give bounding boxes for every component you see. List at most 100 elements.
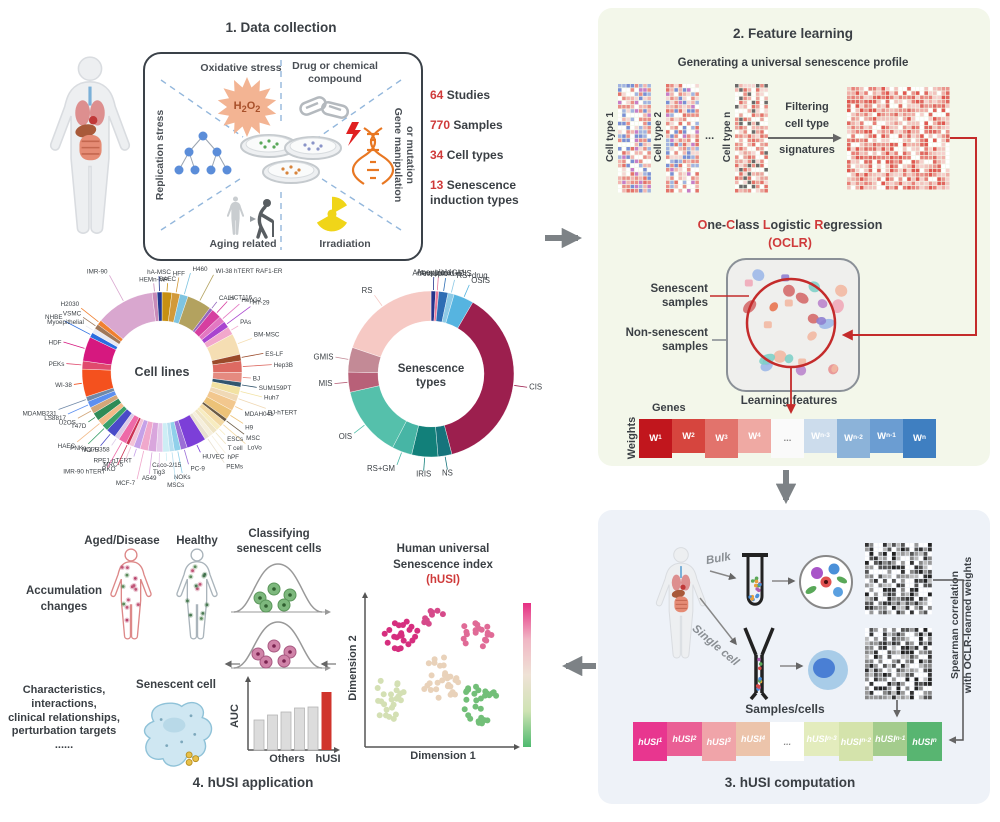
aging-people-icon <box>226 196 274 239</box>
scatter-cluster-high-husi-3 <box>460 620 495 650</box>
donut-leader-line <box>85 325 93 331</box>
auc-bar-chart <box>245 676 340 753</box>
stat-studies: 64 Studies <box>430 88 491 102</box>
weights-axis-label: Weights <box>626 416 639 460</box>
scatter-cluster-mid-husi <box>421 654 462 701</box>
ellipsis-box: ... <box>771 419 804 458</box>
donut-label-ES-LF: ES-LF <box>265 351 283 358</box>
cell-sorter-icon <box>743 627 775 701</box>
cell-type-2-label: Cell type 2 <box>652 111 664 163</box>
donut-label-RS+GM: RS+GM <box>367 464 395 473</box>
donut-label-PAs: PAs <box>240 319 251 326</box>
auc-bar-Others <box>280 711 292 751</box>
donut-leader-line <box>334 381 348 384</box>
donut-label-NCI-H358: NCI-H358 <box>82 446 110 453</box>
donut-leader-line <box>80 307 99 323</box>
sector-oxidative-stress: Oxidative stress <box>200 62 282 74</box>
donut-label-Aneuploid+GM: Aneuploid+GM <box>412 268 464 277</box>
score-box: hUSI 2 <box>667 722 702 756</box>
donut-leader-line <box>111 438 117 446</box>
scatter-title-line2: Senescence index <box>393 559 493 571</box>
donut-leader-line <box>231 325 239 331</box>
donut-leader-line <box>374 294 383 306</box>
auc-others-label: Others <box>269 753 305 765</box>
panel3-title: 3. hUSI computation <box>724 775 856 790</box>
scatter-cluster-low-husi-2 <box>461 683 500 727</box>
donut-leader-line <box>230 415 244 424</box>
donut-label-MIS: MIS <box>319 379 333 388</box>
donut-label-SAEC: SAEC <box>159 276 177 283</box>
bulk-expression-heatmap <box>865 543 932 615</box>
sector-aging-related: Aging related <box>209 238 277 250</box>
donut-segment-hA-MSC <box>156 291 163 322</box>
donut-leader-line <box>177 451 183 474</box>
donut-center-title: Cell lines <box>135 365 190 379</box>
learning-features-label: Learning features <box>740 395 838 407</box>
donut-label-VSMC: VSMC <box>63 310 82 317</box>
donut-leader-line <box>136 450 145 480</box>
donut-label-LoVo: LoVo <box>247 445 262 452</box>
list-line: perturbation targets <box>11 725 117 738</box>
donut-leader-line <box>67 404 89 415</box>
donut-leader-line <box>436 277 439 291</box>
donut-leader-line <box>133 448 137 457</box>
donut-leader-line <box>148 452 153 475</box>
characteristics-text: Characteristics, interactions, clinical re… <box>6 684 122 753</box>
donut-label-SUM159PT: SUM159PT <box>259 385 292 392</box>
cell-type-n-heatmap <box>735 84 768 193</box>
auc-bar-Others <box>267 714 278 751</box>
donut-label-Hep3B: Hep3B <box>274 362 293 369</box>
donut-label-MCF-7: MCF-7 <box>116 480 136 487</box>
oclr-abbrev: (OCLR) <box>768 236 812 250</box>
stat-samples: 770 Samples <box>430 118 503 132</box>
sector-gene-line1: Gene manipulation <box>392 107 404 203</box>
donut-label-A549: A549 <box>142 475 157 482</box>
donut-leader-line <box>100 433 111 447</box>
donut-label-CIS: CIS <box>529 383 542 392</box>
drug-pills-icon <box>299 96 350 119</box>
donut-leader-line <box>335 356 349 360</box>
oclr-title: One-Class Logistic Regression <box>697 218 883 232</box>
universal-profile-heatmap <box>847 87 950 190</box>
filtering-line1: Filtering <box>785 101 829 113</box>
donut-label-NOKs: NOKs <box>174 474 191 481</box>
donut-label-CALs: CALs <box>219 295 234 302</box>
donut-label-H460: H460 <box>192 266 208 273</box>
filtering-line2: cell type <box>784 118 830 130</box>
non-senescent-cells <box>253 582 297 613</box>
donut-leader-line <box>175 277 180 293</box>
sector-drug-line1: Drug or chemical <box>292 60 378 72</box>
donut-label-ESCs: ESCs <box>227 436 243 443</box>
donut-label-Caco-2/15: Caco-2/15 <box>152 462 182 469</box>
healthy-label: Healthy <box>176 535 218 547</box>
aged-disease-label: Aged/Disease <box>84 535 160 547</box>
sector-gene-line2: or mutation <box>404 126 416 184</box>
healthy-body-illustration <box>176 548 218 640</box>
list-line: interactions, <box>31 697 97 710</box>
donut-leader-line <box>238 398 266 409</box>
accumulation-line1: Accumulation <box>25 585 103 597</box>
donut-center-title: Senescence <box>398 363 465 375</box>
donut-label-Huh7: Huh7 <box>264 394 280 401</box>
score-box: hUSI 4 <box>735 722 771 756</box>
donut-leader-line <box>82 316 96 327</box>
sector-divider-lines <box>160 60 402 250</box>
h2o2-starburst-icon <box>217 77 277 137</box>
donut-label-T cell: T cell <box>228 445 243 452</box>
list-line: clinical relationships, <box>8 711 120 724</box>
donut-leader-line <box>226 306 251 325</box>
donut-label-MSCs: MSCs <box>167 482 184 489</box>
donut-label-NHBE: NHBE <box>45 314 63 321</box>
list-line: Characteristics, <box>22 684 106 696</box>
senescent-samples-label: Senescent samples <box>650 283 708 310</box>
scatter-cluster-high-husi-1 <box>381 618 421 653</box>
radiation-icon <box>317 196 347 232</box>
donut-leader-line <box>241 353 264 358</box>
spearman-label: Spearman correlation with OCLR-learned we… <box>948 556 974 694</box>
cell-type-2-heatmap <box>666 84 699 193</box>
donut-leader-line <box>109 275 124 302</box>
donut-label-WI-38: WI-38 <box>55 382 72 389</box>
donut-label-MDAMB231: MDAMB231 <box>23 410 57 417</box>
